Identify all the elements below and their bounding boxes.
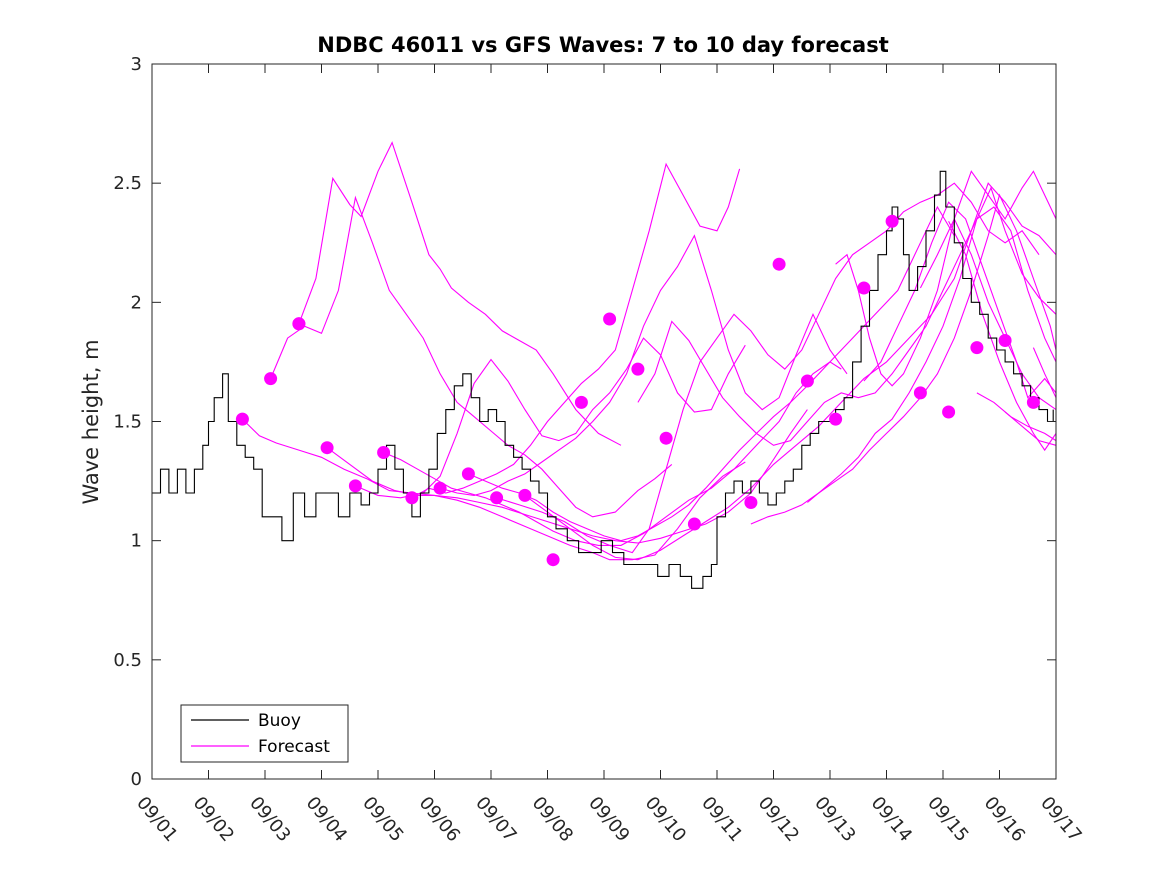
y-axis-label: Wave height, m xyxy=(79,339,103,504)
x-tick-label-14: 09/15 xyxy=(923,793,972,846)
x-tick-label-9: 09/10 xyxy=(641,793,690,846)
y-tick-label-1: 0.5 xyxy=(113,650,142,671)
forecast-line-7 xyxy=(411,162,741,499)
plot-frame xyxy=(151,63,1057,780)
forecast-marker-9 xyxy=(461,467,475,481)
forecast-marker-28 xyxy=(1026,395,1040,409)
forecast-line-17 xyxy=(919,217,1057,411)
forecast-line-18 xyxy=(948,221,1057,452)
x-tick-label-7: 09/08 xyxy=(528,793,577,846)
x-tick-label-5: 09/06 xyxy=(415,793,464,846)
forecast-marker-29 xyxy=(292,317,306,331)
x-tick-label-13: 09/14 xyxy=(867,793,916,846)
x-tick-label-3: 09/04 xyxy=(302,793,351,846)
legend-buoy-label: Buoy xyxy=(258,711,301,731)
forecast-marker-21 xyxy=(829,412,843,426)
x-tick-label-8: 09/09 xyxy=(584,793,633,846)
y-tick-label-4: 2 xyxy=(131,292,142,313)
forecast-marker-1 xyxy=(235,412,249,426)
forecast-marker-4 xyxy=(320,441,334,455)
forecast-marker-25 xyxy=(942,405,956,419)
legend-forecast-label: Forecast xyxy=(258,737,330,757)
forecast-line-8 xyxy=(439,234,848,496)
forecast-marker-11 xyxy=(518,488,532,502)
forecast-marker-22 xyxy=(857,281,871,295)
x-tick-label-1: 09/02 xyxy=(189,793,238,846)
y-tick-label-0: 0 xyxy=(131,769,142,790)
forecast-line-20 xyxy=(1004,411,1057,446)
chart-title: NDBC 46011 vs GFS Waves: 7 to 10 day for… xyxy=(317,33,888,57)
marker-layer xyxy=(235,214,1040,567)
legend: Buoy Forecast xyxy=(180,704,349,763)
forecast-marker-16 xyxy=(659,431,673,445)
x-tick-label-0: 09/01 xyxy=(132,793,181,846)
legend-box xyxy=(180,704,349,763)
forecast-marker-14 xyxy=(603,312,617,326)
forecast-marker-7 xyxy=(405,491,419,505)
x-tick-label-6: 09/07 xyxy=(471,793,520,846)
y-tick-label-3: 1.5 xyxy=(113,412,142,433)
x-tick-label-15: 09/16 xyxy=(980,793,1029,846)
forecast-marker-8 xyxy=(433,481,447,495)
forecast-marker-5 xyxy=(348,479,362,493)
x-tick-label-10: 09/11 xyxy=(697,793,746,846)
forecast-marker-6 xyxy=(377,446,391,459)
x-tick-label-16: 09/17 xyxy=(1036,793,1085,846)
forecast-line-12 xyxy=(637,206,1057,446)
forecast-marker-13 xyxy=(574,395,588,409)
forecast-line-11 xyxy=(524,182,1057,561)
forecast-marker-24 xyxy=(913,386,927,400)
forecast-marker-18 xyxy=(744,496,758,509)
forecast-line-3 xyxy=(298,141,622,446)
forecast-line-13 xyxy=(750,193,1057,525)
x-tick-label-2: 09/03 xyxy=(245,793,294,846)
forecast-line-6 xyxy=(383,361,842,546)
buoy-line xyxy=(152,170,1054,589)
forecast-line-5 xyxy=(355,337,746,499)
forecast-marker-20 xyxy=(800,374,814,388)
forecast-line-14 xyxy=(807,186,1057,503)
forecast-marker-26 xyxy=(970,341,984,355)
x-tick-label-12: 09/13 xyxy=(810,793,859,846)
y-tick-label-5: 2.5 xyxy=(113,173,142,194)
forecast-marker-23 xyxy=(885,214,899,228)
forecast-marker-15 xyxy=(631,362,645,376)
forecast-line-21 xyxy=(1032,347,1057,398)
forecast-line-19 xyxy=(976,392,1057,442)
forecast-marker-17 xyxy=(687,517,701,531)
forecast-marker-19 xyxy=(772,257,786,271)
y-tick-label-2: 1 xyxy=(131,531,142,552)
forecast-marker-2 xyxy=(264,372,278,386)
y-tick-label-6: 3 xyxy=(131,54,142,75)
forecast-line-10 xyxy=(496,182,1040,554)
forecast-marker-12 xyxy=(546,553,560,567)
forecast-marker-27 xyxy=(998,334,1012,347)
x-tick-label-11: 09/12 xyxy=(754,793,803,846)
series-layer xyxy=(152,141,1057,589)
forecast-line-16 xyxy=(863,201,1057,399)
x-tick-label-4: 09/05 xyxy=(358,793,407,846)
forecast-marker-10 xyxy=(490,491,504,505)
forecast-line-15 xyxy=(835,170,1057,387)
